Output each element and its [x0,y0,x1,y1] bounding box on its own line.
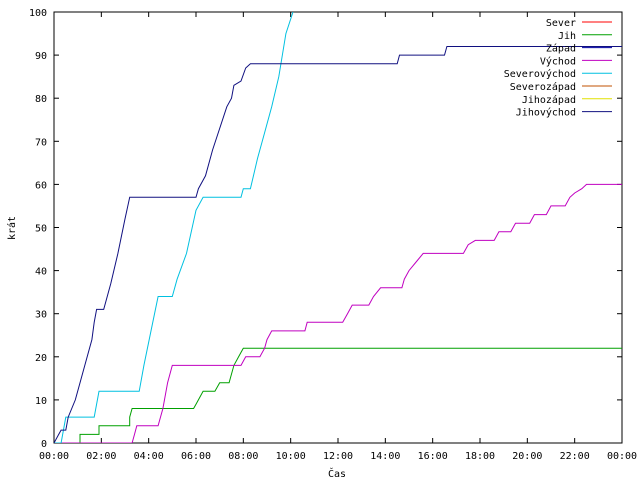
axes: 0 10 20 30 40 50 60 70 80 90 100 00:00 02:00 04:00 06:… [29,8,637,462]
x-tick-label: 00:00 [39,451,69,462]
x-axis-label: Čas [328,467,346,480]
y-tick-label: 70 [35,137,47,148]
x-tick-label: 14:00 [370,451,400,462]
legend-label: Jihovýchod [516,107,576,119]
legend-label: Jihozápad [522,94,576,106]
y-tick-label: 40 [35,267,47,278]
legend: Sever JihZápadVýchodSeverovýchodSeverozáp… [504,18,612,119]
x-tick-label: 04:00 [134,451,164,462]
y-tick-label: 90 [35,51,47,62]
y-tick-label: 0 [41,439,47,450]
y-tick-label: 20 [35,353,47,364]
x-tick-label: 18:00 [465,451,495,462]
y-tick-label: 30 [35,310,47,321]
x-tick-label: 02:00 [86,451,116,462]
x-tick-label: 12:00 [323,451,353,462]
series-line-5 [54,12,294,443]
x-tick-label: 00:00 [607,451,637,462]
series-line-2 [54,347,622,443]
y-tick-label: 50 [35,224,47,235]
y-axis-label: krát [6,216,18,240]
x-tick-label: 08:00 [228,451,258,462]
series-line-4 [54,183,622,443]
series-line-8 [54,46,622,443]
x-tick-label: 20:00 [512,451,542,462]
y-tick-label: 10 [35,396,47,407]
legend-label: Jih [558,31,576,42]
y-tick-label: 60 [35,180,47,191]
x-tick-label: 06:00 [181,451,211,462]
x-tick-label: 16:00 [418,451,448,462]
legend-label: Sever [546,18,576,29]
x-tick-label: 10:00 [276,451,306,462]
legend-label: Severozápad [510,81,576,93]
legend-label: Východ [540,55,576,67]
x-tick-label: 22:00 [560,451,590,462]
legend-label: Západ [546,43,576,55]
series-layer [54,12,622,443]
legend-label: Severovýchod [504,68,576,80]
y-tick-label: 100 [29,8,47,19]
y-tick-label: 80 [35,94,47,105]
